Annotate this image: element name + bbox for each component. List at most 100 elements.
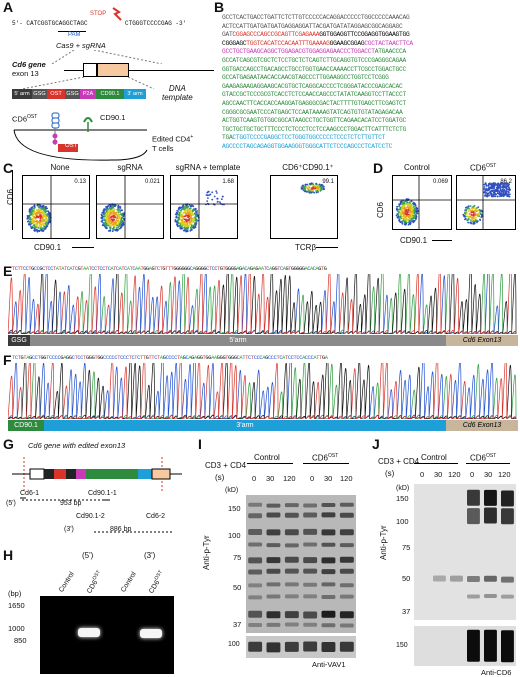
dashed-cut-lines — [51, 50, 163, 64]
h-ladder-1650: 1650 — [8, 601, 25, 610]
flow-event — [116, 217, 119, 220]
flow-event — [403, 210, 406, 213]
flow-event — [105, 212, 108, 214]
flow-event — [33, 207, 35, 210]
flow-event — [494, 193, 496, 196]
flow-event — [491, 190, 494, 192]
flow-event — [45, 205, 47, 208]
flow-event — [110, 211, 112, 214]
flow-event — [121, 219, 123, 222]
flow-event — [116, 214, 118, 216]
e-sequence: TCTTCCTGCCGCTCCTATATCATCGTAATCCTCCTCATCA… — [12, 266, 327, 272]
flow-event — [486, 192, 489, 195]
flow-event — [103, 219, 105, 222]
flow-event — [478, 212, 481, 215]
flow-event — [190, 205, 193, 208]
flow-event — [313, 191, 315, 194]
blot-band — [467, 629, 480, 662]
flow-event — [116, 210, 119, 213]
blot-band — [321, 623, 336, 628]
i-cd6ost-label: CD6OST — [312, 453, 338, 463]
annotation-segment: GSG — [8, 335, 30, 346]
g-953bp: 953 bp — [60, 500, 82, 507]
flow-event — [504, 192, 507, 195]
flow-event — [472, 223, 475, 225]
time-label: 0 — [420, 470, 425, 479]
flow-event — [316, 187, 319, 190]
flow-event — [409, 210, 412, 212]
flow-event — [396, 216, 399, 219]
flow-event — [493, 191, 496, 194]
flow-event — [38, 212, 41, 214]
panel-label-j: J — [372, 436, 380, 452]
j-blot-ptyr — [414, 484, 516, 620]
flow-event — [465, 215, 467, 218]
flow-event — [104, 213, 107, 216]
blot-band — [266, 543, 281, 548]
blot-band — [303, 622, 318, 627]
h-gel — [40, 596, 174, 674]
flow-event — [39, 221, 42, 224]
flow-event — [494, 189, 496, 191]
flow-event — [40, 211, 43, 214]
flow-event — [39, 215, 42, 218]
b-sequence-line: GCCTGCTGAAGCAGGCTGGAGACGTGGAGGAGAACCCTGG… — [222, 48, 406, 57]
b-sequence-segment: GTACCGCTCCCGCGTCACCTCTCCAACCAGCCCTATATCA… — [222, 91, 406, 99]
flow-event — [192, 219, 194, 222]
blot-band — [467, 508, 480, 525]
flow-event — [406, 203, 409, 205]
flow-event — [178, 208, 180, 211]
flow-event — [29, 226, 32, 228]
flow-event — [492, 182, 494, 185]
flow-event — [402, 207, 404, 210]
c-value-none: 0.13 — [74, 179, 86, 185]
blot-band — [284, 512, 299, 518]
chromatogram-trace — [8, 274, 517, 334]
blot-background — [414, 484, 516, 620]
flow-event — [415, 209, 418, 212]
flow-event — [192, 226, 195, 229]
flow-event — [122, 215, 125, 218]
flow-event — [414, 215, 416, 218]
h-ladder-850: 850 — [14, 636, 27, 645]
flow-event — [101, 224, 104, 227]
flow-event — [483, 186, 486, 188]
blot-band — [501, 594, 514, 599]
flow-event — [122, 214, 125, 216]
blot-band — [266, 557, 281, 564]
flow-event — [466, 219, 468, 221]
b-sequence-segment: GATC — [222, 31, 236, 39]
flow-event — [502, 185, 505, 188]
flow-event — [180, 211, 183, 213]
blot-band — [501, 576, 514, 583]
flow-event — [47, 212, 50, 215]
flow-event — [105, 227, 108, 230]
dna-template-label: DNA template — [162, 84, 193, 102]
c-title-cd6-cd901: CD6⁺CD90.1⁺ — [282, 163, 334, 172]
flow-event — [414, 219, 416, 222]
flow-event — [38, 229, 41, 232]
flow-event — [195, 222, 198, 224]
flow-event — [507, 184, 509, 187]
mw-marker: 100 — [228, 531, 241, 540]
flow-event — [49, 219, 51, 222]
flow-event — [36, 229, 38, 231]
flow-event — [192, 221, 195, 223]
stop-label: STOP — [90, 11, 107, 17]
blot-band — [321, 529, 336, 536]
flow-event — [39, 227, 42, 230]
flow-event — [466, 207, 469, 210]
flow-event — [181, 227, 183, 230]
flow-event — [189, 215, 192, 217]
flow-event — [473, 218, 476, 220]
flow-event — [209, 193, 212, 196]
flow-event — [118, 216, 121, 219]
flow-event — [104, 225, 107, 227]
flow-event — [471, 209, 474, 212]
flow-event — [186, 208, 189, 210]
gene-line — [64, 70, 214, 71]
flow-event — [486, 194, 489, 197]
flow-event — [501, 186, 503, 188]
flow-event — [118, 225, 120, 228]
flow-event — [207, 197, 209, 199]
